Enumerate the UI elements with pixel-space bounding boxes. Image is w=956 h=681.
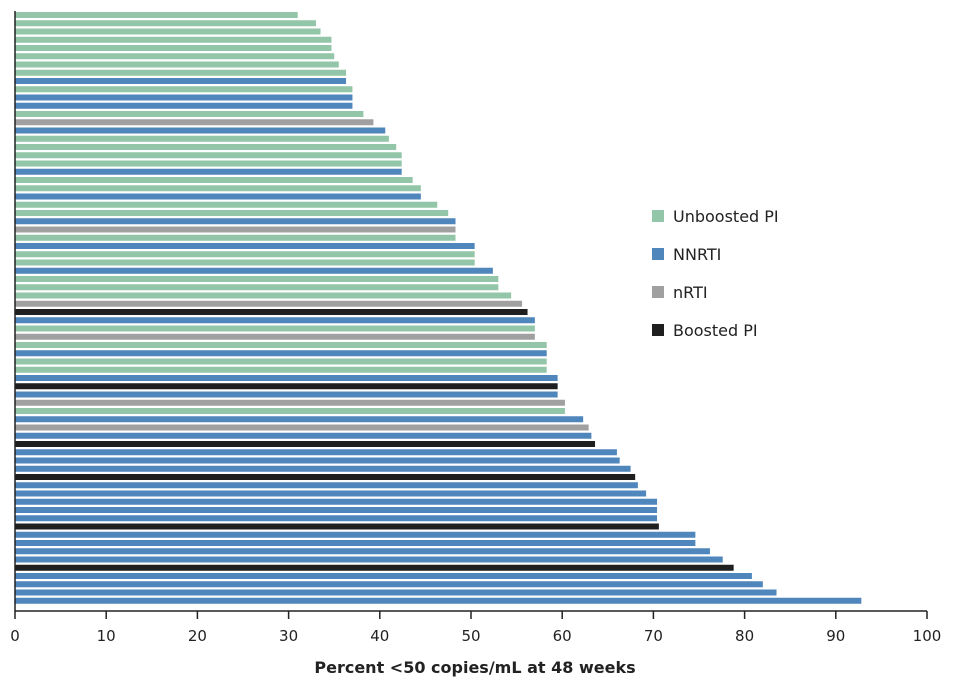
bar-unboosted (15, 135, 389, 142)
x-tick-label: 80 (735, 627, 754, 645)
bar-nnrti (15, 416, 584, 423)
bar-unboosted (15, 276, 499, 282)
bar-unboosted (15, 284, 499, 291)
bar-nnrti (15, 243, 475, 249)
bar-nnrti (15, 94, 353, 101)
bar-nnrti (15, 465, 631, 472)
bar-unboosted (15, 86, 353, 93)
legend-label-nnrti: NNRTI (673, 245, 721, 264)
legend-label-boosted: Boosted PI (673, 321, 758, 340)
legend-swatch-nrti (652, 286, 664, 298)
x-tick-label: 30 (279, 627, 298, 645)
bar-nnrti (15, 573, 752, 579)
bar-unboosted (15, 366, 547, 373)
bar-unboosted (15, 20, 316, 27)
bar-nrti (15, 119, 374, 126)
bar-boosted (15, 441, 596, 447)
legend-label-nrti: nRTI (673, 283, 708, 302)
bar-nnrti (15, 498, 658, 505)
bar-unboosted (15, 234, 456, 241)
bar-nnrti (15, 457, 620, 464)
bar-unboosted (15, 251, 475, 258)
bar-nnrti (15, 449, 617, 456)
bar-boosted (15, 564, 734, 571)
bar-nnrti (15, 78, 347, 84)
bar-nrti (15, 399, 565, 406)
legend-label-unboosted: Unboosted PI (673, 207, 779, 226)
bar-nnrti (15, 102, 353, 109)
x-tick-label: 20 (188, 627, 207, 645)
bar-nrti (15, 226, 456, 233)
bar-unboosted (15, 325, 535, 332)
bar-unboosted (15, 177, 413, 183)
bar-unboosted (15, 185, 421, 192)
bar-unboosted (15, 111, 364, 117)
x-tick-label: 70 (644, 627, 663, 645)
x-tick-label: 50 (461, 627, 480, 645)
bar-unboosted (15, 160, 402, 167)
bar-nnrti (15, 391, 558, 398)
bar-nnrti (15, 218, 456, 225)
bar-nnrti (15, 507, 658, 513)
bar-nnrti (15, 531, 696, 538)
x-tick-label: 10 (97, 627, 116, 645)
bar-nnrti (15, 127, 386, 134)
bar-unboosted (15, 53, 335, 60)
bar-unboosted (15, 144, 397, 150)
bar-nnrti (15, 581, 763, 588)
x-ticks: 0 10 20 30 40 50 60 70 80 90 100 (10, 611, 941, 645)
bar-unboosted (15, 408, 565, 414)
bar-unboosted (15, 61, 339, 68)
bar-unboosted (15, 259, 475, 266)
bar-unboosted (15, 358, 547, 365)
legend: Unboosted PI NNRTI nRTI Boosted PI (652, 207, 779, 340)
bar-nnrti (15, 350, 547, 357)
bar-boosted (15, 383, 558, 390)
bar-unboosted (15, 45, 332, 51)
legend-swatch-nnrti (652, 248, 664, 260)
bar-nnrti (15, 482, 638, 489)
bar-nnrti (15, 597, 862, 604)
bar-nrti (15, 300, 523, 307)
x-tick-label: 60 (553, 627, 572, 645)
bar-nnrti (15, 490, 647, 497)
bar-unboosted (15, 292, 512, 299)
bar-nnrti (15, 548, 710, 555)
bar-unboosted (15, 342, 547, 348)
bar-nnrti (15, 589, 777, 596)
bar-unboosted (15, 210, 449, 216)
bar-nnrti (15, 515, 658, 522)
bar-nnrti (15, 317, 535, 324)
bar-unboosted (15, 28, 321, 35)
x-axis-title: Percent <50 copies/mL at 48 weeks (314, 658, 635, 677)
x-tick-label: 90 (826, 627, 845, 645)
bar-unboosted (15, 152, 402, 159)
bar-nnrti (15, 168, 402, 175)
bar-boosted (15, 309, 528, 315)
bar-nnrti (15, 267, 493, 274)
bar-unboosted (15, 36, 332, 43)
bar-nnrti (15, 193, 421, 200)
x-tick-label: 100 (913, 627, 942, 645)
x-tick-label: 40 (370, 627, 389, 645)
bar-nnrti (15, 432, 592, 439)
x-tick-label: 0 (10, 627, 20, 645)
bar-unboosted (15, 12, 298, 18)
bar-nrti (15, 424, 589, 431)
legend-swatch-unboosted (652, 210, 664, 222)
bars-layer (15, 12, 862, 604)
bar-nnrti (15, 375, 558, 381)
legend-swatch-boosted (652, 324, 664, 336)
bar-boosted (15, 474, 636, 480)
bar-nnrti (15, 556, 723, 563)
bar-nnrti (15, 540, 696, 546)
bar-boosted (15, 523, 659, 530)
bar-unboosted (15, 201, 438, 208)
bar-unboosted (15, 69, 347, 76)
bar-nrti (15, 333, 535, 340)
